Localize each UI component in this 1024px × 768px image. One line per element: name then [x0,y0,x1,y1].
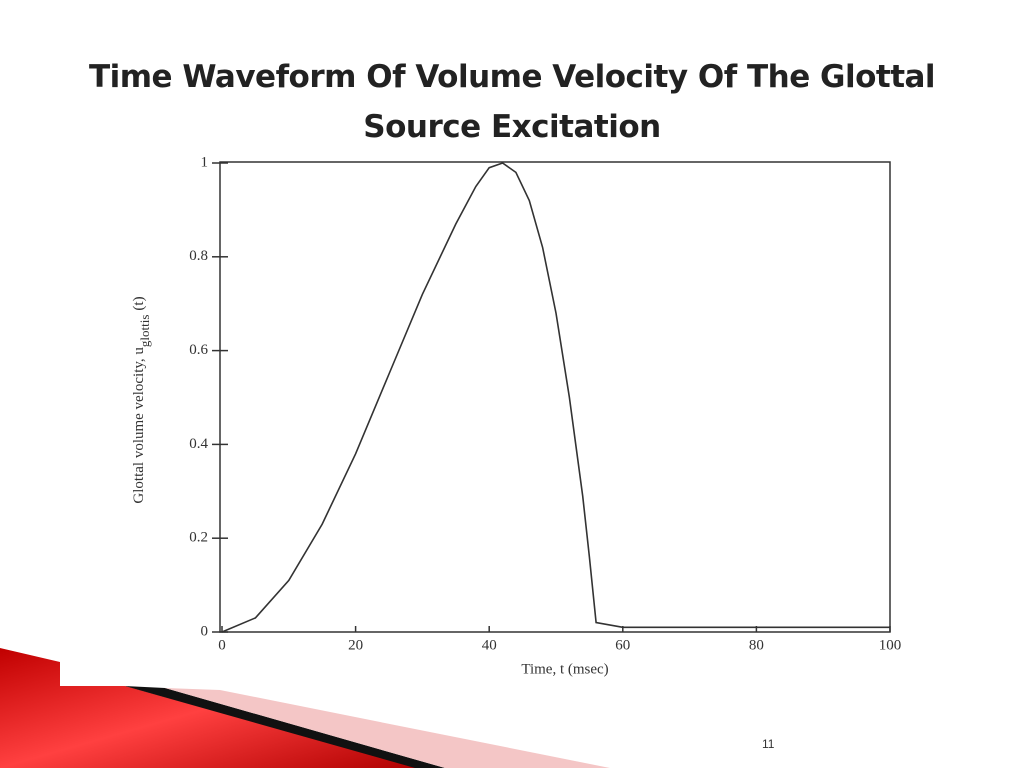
x-tick-label: 40 [482,637,497,653]
y-label-main: Glottal volume velocity, u [131,347,147,504]
y-tick-label: 0.4 [189,436,208,452]
decor-pink [165,688,610,768]
x-tick-label: 0 [218,637,226,653]
page-number: 11 [762,737,775,751]
y-label-sub: glottis [137,315,152,348]
y-label-arg: (t) [131,296,147,310]
decor-red [0,648,420,768]
x-tick-label: 60 [615,637,630,653]
x-axis-label: Time, t (msec) [521,661,608,677]
y-tick-label: 0.2 [189,530,208,546]
y-tick-label: 1 [201,154,209,170]
slide-title: Time Waveform Of Volume Velocity Of The … [88,59,936,145]
x-tick-label: 100 [879,637,902,653]
y-tick-label: 0.8 [189,248,208,264]
waveform-line [221,162,890,633]
x-tick-label: 80 [749,637,764,653]
y-axis-label: Glottal volume velocity, uglottis (t) [131,296,152,503]
y-tick-label: 0 [201,623,209,639]
x-tick-label: 20 [348,637,363,653]
y-tick-label: 0.6 [189,342,208,358]
decor-black [125,686,445,768]
plot-frame [219,161,891,633]
